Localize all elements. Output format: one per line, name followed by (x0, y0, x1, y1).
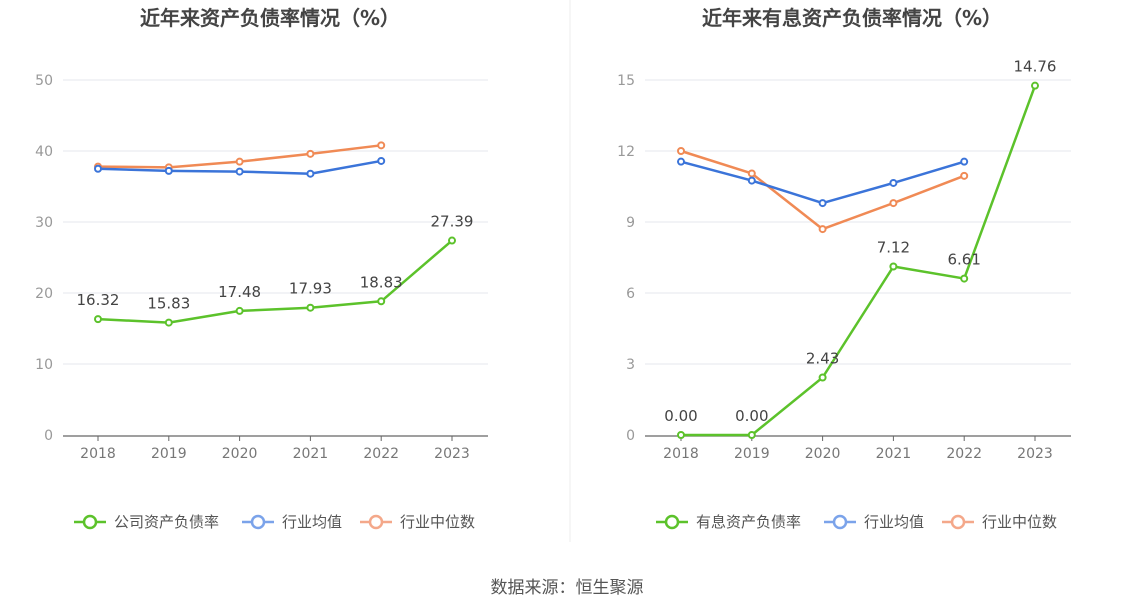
data-point (235, 306, 244, 315)
data-point (448, 236, 456, 245)
data-point (377, 156, 386, 165)
chart-panel-1: 近年来资产负债率情况（%） 0 10 20 30 40 50 2018 2019 2020 2021… (35, 6, 488, 531)
y-tick-label: 30 (35, 215, 53, 231)
legend-marker (82, 514, 98, 530)
x-tick-label: 2023 (434, 446, 470, 462)
data-point (164, 318, 173, 327)
data-point (235, 167, 244, 176)
data-label: 2.43 (806, 349, 839, 367)
data-point (747, 176, 756, 185)
chart-panel-2: 近年来有息资产负债率情况（%） 0 3 6 9 12 15 2018 2019 2020 2021 2… (617, 6, 1071, 531)
data-point (94, 164, 102, 173)
data-point (677, 157, 685, 166)
legend-label: 行业均值 (282, 513, 342, 531)
data-point (889, 199, 898, 208)
x-tick-label: 2019 (734, 446, 770, 462)
data-point (1031, 81, 1039, 90)
data-point (889, 178, 898, 187)
data-point (377, 141, 386, 150)
data-label: 14.76 (1014, 58, 1057, 76)
legend-label: 行业均值 (864, 513, 924, 531)
data-label: 6.61 (947, 251, 980, 269)
x-tick-label: 2019 (151, 446, 187, 462)
data-point (889, 262, 898, 271)
x-tick-label: 2020 (222, 446, 258, 462)
chart-title: 近年来资产负债率情况（%） (140, 6, 400, 30)
data-point (306, 303, 315, 312)
data-point (960, 157, 969, 166)
y-tick-label: 10 (35, 357, 53, 373)
data-point (306, 149, 315, 158)
data-point (164, 166, 173, 175)
legend-label: 行业中位数 (400, 513, 475, 531)
data-point (94, 315, 102, 324)
data-point (960, 171, 969, 180)
legend-marker (250, 514, 266, 530)
x-tick-label: 2018 (80, 446, 116, 462)
data-label: 17.48 (218, 283, 261, 301)
y-tick-label: 12 (617, 144, 635, 160)
data-point (306, 169, 315, 178)
data-label: 15.83 (147, 295, 190, 313)
y-tick-label: 50 (35, 73, 53, 89)
data-point (960, 274, 969, 283)
legend-marker (832, 514, 848, 530)
data-label: 16.32 (77, 291, 120, 309)
series-line-3 (680, 149, 965, 231)
y-tick-label: 9 (626, 215, 635, 231)
x-tick-label: 2022 (363, 446, 399, 462)
series-line-1 (681, 85, 1037, 437)
data-point (677, 147, 685, 155)
data-point (747, 431, 756, 439)
data-label: 27.39 (431, 213, 474, 231)
data-point (235, 157, 244, 166)
data-label: 0.00 (664, 407, 697, 425)
legend-marker (664, 514, 680, 530)
legend-label: 公司资产负债率 (114, 513, 219, 531)
data-label: 7.12 (877, 238, 910, 256)
series-line-1 (97, 239, 453, 324)
legend-marker (950, 514, 966, 530)
y-tick-label: 20 (35, 286, 53, 302)
x-tick-label: 2023 (1017, 446, 1053, 462)
source-note: 数据来源：恒生聚源 (490, 578, 644, 598)
data-label: 17.93 (289, 280, 332, 298)
x-tick-label: 2021 (293, 446, 329, 462)
series-line-2 (680, 160, 965, 205)
data-label: 0.00 (735, 407, 768, 425)
x-tick-label: 2022 (946, 446, 982, 462)
y-tick-label: 0 (44, 428, 53, 444)
data-label: 18.83 (360, 273, 403, 291)
chart-title: 近年来有息资产负债率情况（%） (702, 6, 1002, 30)
data-point (818, 225, 827, 234)
y-tick-label: 40 (35, 144, 53, 160)
y-tick-label: 3 (626, 357, 635, 373)
legend-label: 行业中位数 (982, 513, 1057, 531)
data-point (747, 169, 756, 178)
x-tick-label: 2020 (805, 446, 841, 462)
y-tick-label: 0 (626, 428, 635, 444)
y-tick-label: 6 (626, 286, 635, 302)
data-point (818, 373, 827, 382)
data-point (818, 199, 827, 208)
data-point (377, 297, 386, 306)
x-tick-label: 2018 (663, 446, 699, 462)
legend-marker (368, 514, 384, 530)
legend-label: 有息资产负债率 (696, 513, 801, 531)
y-tick-label: 15 (617, 73, 635, 89)
data-point (677, 431, 685, 439)
x-tick-label: 2021 (876, 446, 912, 462)
